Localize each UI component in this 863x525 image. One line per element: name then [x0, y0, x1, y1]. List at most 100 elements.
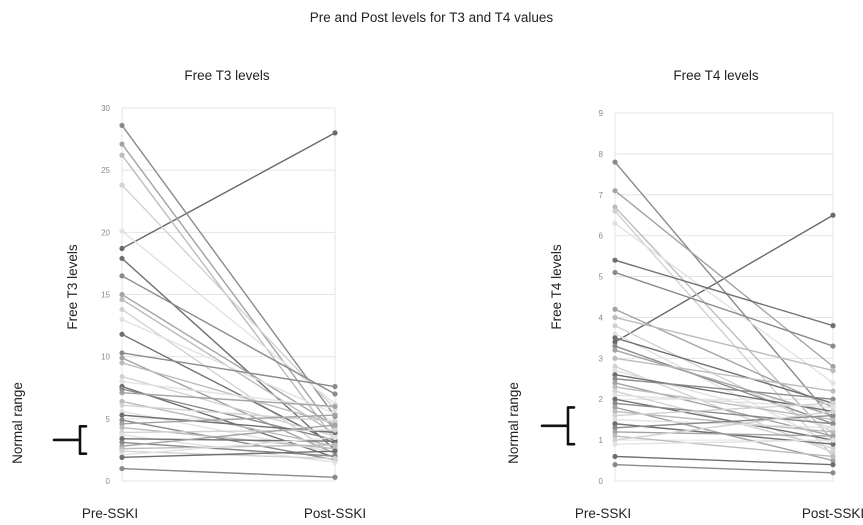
data-point-pre: [612, 368, 618, 374]
series-segment: [121, 362, 336, 425]
series-segment: [121, 143, 336, 432]
data-point-pre: [119, 439, 125, 446]
series-line: [612, 400, 836, 427]
series-segment: [121, 392, 336, 408]
data-point-post: [332, 474, 338, 480]
data-point-pre: [612, 392, 618, 398]
data-point-pre: [612, 204, 618, 210]
series-segment: [121, 275, 336, 395]
series-segment: [614, 259, 834, 327]
series-segment: [121, 184, 336, 410]
data-point-pre: [119, 378, 125, 385]
series-segment: [614, 206, 834, 441]
data-point-post: [830, 449, 836, 455]
series-segment: [614, 439, 834, 445]
data-point-pre: [119, 245, 125, 252]
y-tick-label: 7: [599, 191, 604, 200]
data-point-pre: [119, 355, 125, 361]
series-line: [119, 130, 338, 252]
normal-range-label: Normal range: [10, 382, 25, 464]
panel-title: Free T3 levels: [184, 68, 270, 83]
data-point-pre: [119, 182, 125, 188]
data-point-post: [830, 212, 836, 218]
data-point-pre: [612, 433, 618, 439]
data-point-pre: [612, 257, 618, 263]
series-segment: [614, 431, 834, 437]
data-point-post: [830, 425, 836, 431]
series-line: [119, 465, 338, 480]
data-point-pre: [612, 441, 618, 447]
x-category-label: Post-SSKI: [802, 506, 863, 521]
series-segment: [614, 337, 834, 404]
series-segment: [121, 429, 336, 434]
data-point-pre: [119, 141, 125, 147]
data-point-pre: [612, 421, 618, 427]
data-point-post: [830, 453, 836, 460]
series-line: [119, 141, 338, 434]
series-segment: [614, 222, 834, 384]
data-point-post: [830, 388, 836, 394]
series-line: [612, 220, 836, 386]
series-segment: [121, 424, 336, 447]
data-point-post: [830, 429, 836, 435]
x-category-label: Post-SSKI: [304, 506, 366, 521]
series-segment: [614, 345, 834, 425]
data-point-pre: [119, 360, 125, 366]
series-segment: [121, 414, 336, 434]
data-point-post: [332, 418, 338, 424]
data-point-pre: [119, 122, 125, 129]
data-point-pre: [119, 402, 125, 408]
series-segment: [121, 132, 336, 250]
series-segment: [614, 410, 834, 441]
series-segment: [614, 414, 834, 429]
series-line: [119, 350, 338, 390]
series-line: [119, 316, 338, 417]
series-segment: [121, 333, 336, 445]
series-line: [612, 433, 836, 460]
series-segment: [121, 124, 336, 417]
series-segment: [614, 463, 834, 474]
data-point-post: [332, 427, 338, 433]
data-point-post: [332, 459, 338, 465]
data-point-pre: [119, 398, 125, 405]
data-point-pre: [612, 400, 618, 406]
data-point-pre: [612, 159, 618, 165]
series-segment: [121, 404, 336, 423]
normal-range-label: Normal range: [506, 382, 521, 464]
data-point-pre: [119, 465, 125, 472]
x-category-label: Pre-SSKI: [82, 506, 138, 521]
series-segment: [614, 402, 834, 425]
data-point-pre: [612, 363, 618, 370]
y-tick-label: 1: [599, 436, 604, 445]
y-tick-label: 9: [599, 109, 604, 118]
series-segment: [121, 318, 336, 415]
series-line: [119, 228, 338, 407]
data-point-pre: [612, 220, 618, 226]
data-point-pre: [612, 339, 618, 345]
series-line: [612, 417, 836, 431]
data-point-post: [830, 470, 836, 476]
series-segment: [614, 271, 834, 347]
data-point-pre: [612, 412, 618, 419]
y-tick-label: 25: [101, 166, 110, 175]
series-line: [612, 429, 836, 439]
series-segment: [121, 230, 336, 405]
data-point-post: [830, 441, 836, 447]
y-tick-label: 30: [101, 104, 110, 113]
series-segment: [121, 467, 336, 478]
data-point-pre: [612, 388, 618, 394]
chart-panel-2: 0 1 2 3 4 5 6 7 8 9 Free T4 levels Free T4 levels Pr…: [506, 68, 863, 521]
data-point-pre: [119, 373, 125, 380]
data-point-post: [332, 456, 338, 462]
y-tick-label: 20: [101, 228, 110, 237]
data-point-pre: [612, 376, 618, 382]
y-tick-label: 6: [599, 232, 604, 241]
data-point-post: [830, 343, 836, 349]
data-point-pre: [119, 273, 125, 279]
panel-title: Free T4 levels: [673, 68, 759, 83]
data-point-pre: [612, 306, 618, 312]
data-point-pre: [612, 404, 618, 410]
data-point-pre: [612, 417, 618, 423]
series-line: [612, 453, 836, 468]
data-point-pre: [119, 390, 125, 396]
